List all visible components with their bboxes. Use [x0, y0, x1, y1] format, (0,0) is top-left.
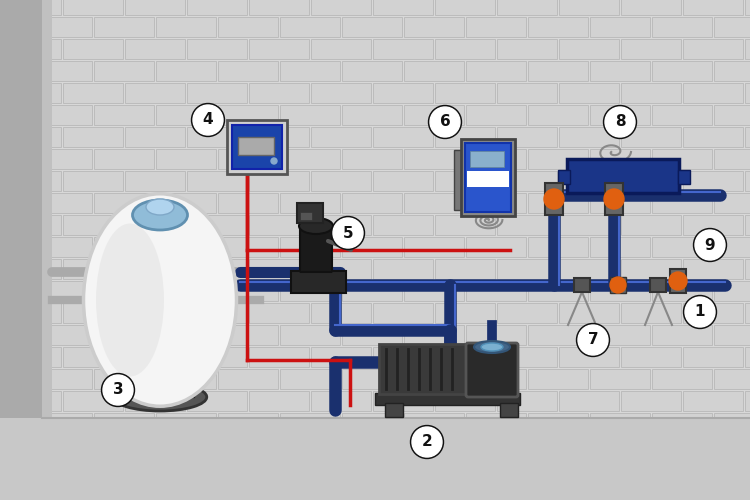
FancyBboxPatch shape — [683, 391, 743, 411]
FancyBboxPatch shape — [497, 479, 557, 499]
FancyBboxPatch shape — [497, 259, 557, 279]
FancyBboxPatch shape — [249, 127, 309, 147]
FancyBboxPatch shape — [497, 391, 557, 411]
FancyBboxPatch shape — [714, 369, 750, 389]
FancyBboxPatch shape — [650, 278, 666, 292]
FancyBboxPatch shape — [683, 303, 743, 323]
FancyBboxPatch shape — [528, 457, 588, 477]
FancyBboxPatch shape — [567, 159, 679, 193]
FancyBboxPatch shape — [32, 17, 92, 37]
FancyBboxPatch shape — [621, 259, 681, 279]
FancyBboxPatch shape — [63, 83, 123, 103]
Text: 8: 8 — [615, 114, 626, 130]
FancyBboxPatch shape — [497, 171, 557, 191]
FancyBboxPatch shape — [745, 259, 750, 279]
FancyBboxPatch shape — [621, 479, 681, 499]
FancyBboxPatch shape — [466, 457, 526, 477]
FancyBboxPatch shape — [280, 413, 340, 433]
FancyBboxPatch shape — [32, 61, 92, 81]
FancyBboxPatch shape — [621, 435, 681, 455]
FancyBboxPatch shape — [342, 17, 402, 37]
FancyBboxPatch shape — [218, 149, 278, 169]
Circle shape — [695, 230, 725, 260]
FancyBboxPatch shape — [621, 215, 681, 235]
FancyBboxPatch shape — [528, 105, 588, 125]
FancyBboxPatch shape — [466, 343, 518, 397]
FancyBboxPatch shape — [342, 281, 402, 301]
Circle shape — [685, 297, 715, 327]
FancyBboxPatch shape — [745, 347, 750, 367]
FancyBboxPatch shape — [297, 203, 323, 223]
FancyBboxPatch shape — [714, 61, 750, 81]
FancyBboxPatch shape — [1, 215, 61, 235]
FancyBboxPatch shape — [590, 193, 650, 213]
FancyBboxPatch shape — [559, 259, 619, 279]
FancyBboxPatch shape — [218, 413, 278, 433]
FancyBboxPatch shape — [94, 237, 154, 257]
Text: 9: 9 — [705, 238, 716, 252]
FancyBboxPatch shape — [249, 39, 309, 59]
FancyBboxPatch shape — [1, 171, 61, 191]
FancyBboxPatch shape — [559, 0, 619, 15]
Circle shape — [430, 107, 460, 137]
FancyBboxPatch shape — [404, 281, 464, 301]
FancyBboxPatch shape — [63, 479, 123, 499]
FancyBboxPatch shape — [373, 215, 433, 235]
FancyBboxPatch shape — [311, 259, 371, 279]
FancyBboxPatch shape — [311, 83, 371, 103]
FancyBboxPatch shape — [373, 171, 433, 191]
FancyBboxPatch shape — [218, 105, 278, 125]
FancyBboxPatch shape — [683, 259, 743, 279]
FancyBboxPatch shape — [156, 61, 216, 81]
FancyBboxPatch shape — [187, 215, 247, 235]
FancyBboxPatch shape — [435, 127, 495, 147]
FancyBboxPatch shape — [311, 347, 371, 367]
Circle shape — [271, 158, 277, 164]
FancyBboxPatch shape — [94, 149, 154, 169]
FancyBboxPatch shape — [590, 369, 650, 389]
FancyBboxPatch shape — [590, 17, 650, 37]
FancyBboxPatch shape — [745, 0, 750, 15]
FancyBboxPatch shape — [714, 17, 750, 37]
FancyBboxPatch shape — [156, 369, 216, 389]
FancyBboxPatch shape — [435, 391, 495, 411]
FancyBboxPatch shape — [559, 391, 619, 411]
FancyBboxPatch shape — [528, 149, 588, 169]
FancyBboxPatch shape — [714, 325, 750, 345]
FancyBboxPatch shape — [745, 171, 750, 191]
FancyBboxPatch shape — [466, 61, 526, 81]
FancyBboxPatch shape — [0, 61, 30, 81]
FancyBboxPatch shape — [683, 435, 743, 455]
FancyBboxPatch shape — [187, 391, 247, 411]
FancyBboxPatch shape — [652, 61, 712, 81]
FancyBboxPatch shape — [466, 17, 526, 37]
FancyBboxPatch shape — [435, 215, 495, 235]
FancyBboxPatch shape — [187, 479, 247, 499]
FancyBboxPatch shape — [156, 281, 216, 301]
FancyBboxPatch shape — [187, 83, 247, 103]
Circle shape — [604, 106, 637, 138]
Text: 4: 4 — [202, 112, 213, 128]
FancyBboxPatch shape — [156, 457, 216, 477]
FancyBboxPatch shape — [0, 149, 30, 169]
FancyBboxPatch shape — [280, 369, 340, 389]
Circle shape — [428, 106, 461, 138]
FancyBboxPatch shape — [125, 479, 185, 499]
FancyBboxPatch shape — [528, 17, 588, 37]
FancyBboxPatch shape — [94, 17, 154, 37]
FancyBboxPatch shape — [94, 413, 154, 433]
FancyBboxPatch shape — [0, 193, 30, 213]
FancyBboxPatch shape — [232, 125, 282, 169]
FancyBboxPatch shape — [404, 17, 464, 37]
FancyBboxPatch shape — [500, 403, 518, 417]
FancyBboxPatch shape — [621, 171, 681, 191]
FancyBboxPatch shape — [311, 479, 371, 499]
FancyBboxPatch shape — [404, 237, 464, 257]
FancyBboxPatch shape — [404, 149, 464, 169]
FancyBboxPatch shape — [528, 413, 588, 433]
FancyBboxPatch shape — [745, 303, 750, 323]
FancyBboxPatch shape — [187, 259, 247, 279]
FancyBboxPatch shape — [678, 170, 690, 184]
Text: 3: 3 — [112, 382, 123, 398]
